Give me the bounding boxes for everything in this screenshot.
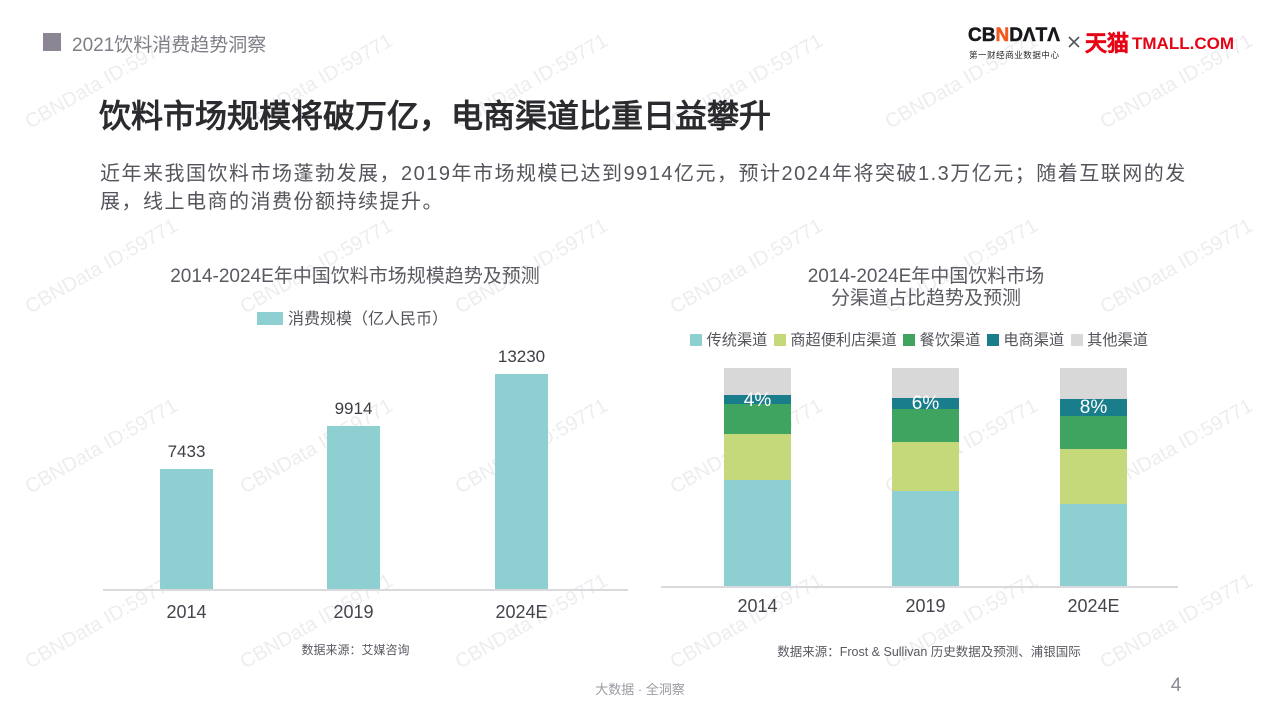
svg-text:CBNData ID:59771: CBNData ID:59771 — [22, 395, 182, 498]
